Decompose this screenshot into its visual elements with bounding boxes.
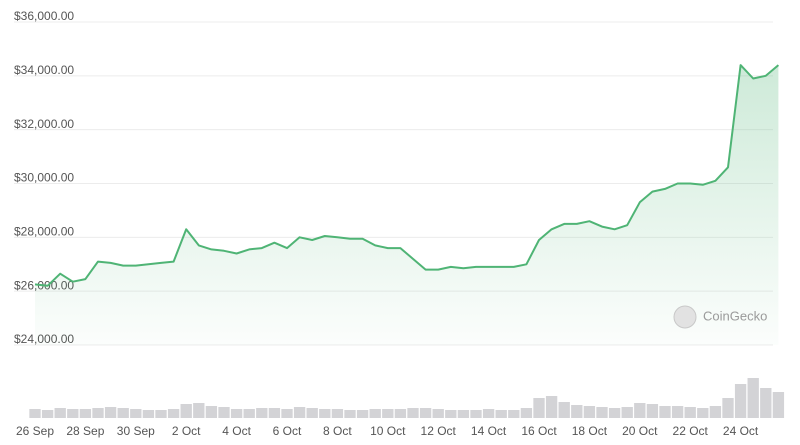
volume-bar (407, 408, 419, 418)
watermark-logo (673, 305, 697, 329)
volume-bar (634, 403, 646, 418)
x-tick-label: 26 Sep (16, 424, 54, 438)
volume-bar (205, 406, 218, 418)
volume-bar (508, 410, 520, 418)
volume-bar (545, 396, 558, 418)
volume-bar (344, 410, 356, 418)
volume-bar (596, 407, 608, 418)
x-tick-label: 8 Oct (323, 424, 352, 438)
volume-bar (281, 409, 293, 418)
volume-bar (457, 410, 470, 418)
volume-bar (382, 409, 394, 418)
volume-bar (193, 403, 205, 418)
volume-bar (608, 408, 621, 418)
volume-bar (29, 409, 41, 418)
x-tick-label: 30 Sep (117, 424, 155, 438)
volume-bar (331, 409, 344, 418)
x-tick-label: 24 Oct (723, 424, 759, 438)
volume-bar (79, 409, 92, 418)
volume-bar (142, 410, 155, 418)
volume-bar (432, 409, 444, 418)
volume-bar (558, 402, 570, 418)
volume-bar (243, 409, 255, 418)
y-tick-label: $30,000.00 (14, 171, 74, 185)
volume-bar (495, 410, 507, 418)
volume-bar (445, 410, 457, 418)
volume-bar (167, 409, 180, 418)
volume-bar (218, 407, 230, 418)
volume-bar (369, 409, 381, 418)
volume-bar (319, 409, 331, 418)
volume-bar (520, 408, 533, 418)
volume-bar (671, 406, 684, 418)
x-tick-label: 2 Oct (172, 424, 201, 438)
y-tick-label: $34,000.00 (14, 63, 74, 77)
x-tick-label: 18 Oct (572, 424, 608, 438)
volume-bar (709, 406, 722, 418)
volume-bar (621, 407, 633, 418)
volume-bar (306, 408, 318, 418)
volume-bar (54, 408, 66, 418)
x-tick-label: 10 Oct (370, 424, 406, 438)
volume-bar (268, 408, 281, 418)
volume-bar (67, 409, 79, 418)
x-tick-label: 12 Oct (421, 424, 457, 438)
x-tick-label: 16 Oct (521, 424, 557, 438)
volume-bar (684, 407, 696, 418)
volume-bar (722, 398, 734, 418)
watermark-text: CoinGecko (703, 308, 767, 323)
volume-bar (747, 378, 759, 418)
y-tick-label: $32,000.00 (14, 117, 74, 131)
volume-bar (256, 408, 268, 418)
price-line (34, 64, 780, 287)
volume-bar (533, 398, 545, 418)
volume-bar (419, 408, 432, 418)
volume-bar (697, 408, 709, 418)
volume-bar (180, 404, 192, 418)
volume-bar (155, 410, 167, 418)
volume-bar (130, 409, 142, 418)
volume-bar (117, 408, 129, 418)
volume-bar (41, 410, 54, 418)
x-tick-label: 28 Sep (66, 424, 104, 438)
volume-bar (470, 410, 482, 418)
volume-bar (583, 406, 596, 418)
x-tick-label: 4 Oct (222, 424, 251, 438)
volume-bar (571, 405, 583, 418)
volume-bar (760, 388, 772, 418)
volume-bar (659, 406, 671, 418)
volume-bar (104, 407, 117, 418)
y-tick-label: $28,000.00 (14, 225, 74, 239)
volume-bar (356, 410, 369, 418)
volume-bar (92, 408, 104, 418)
volume-bar (772, 392, 785, 418)
volume-bar (482, 409, 495, 418)
volume-bar (394, 409, 407, 418)
x-tick-label: 6 Oct (273, 424, 302, 438)
y-tick-label: $36,000.00 (14, 9, 74, 23)
volume-bar (734, 384, 747, 418)
volume-bar (230, 409, 243, 418)
volume-bar (293, 407, 306, 418)
price-area (35, 65, 779, 345)
x-tick-label: 14 Oct (471, 424, 507, 438)
x-tick-label: 20 Oct (622, 424, 658, 438)
volume-bar (646, 404, 659, 418)
watermark: CoinGecko (673, 305, 767, 329)
x-tick-label: 22 Oct (673, 424, 709, 438)
